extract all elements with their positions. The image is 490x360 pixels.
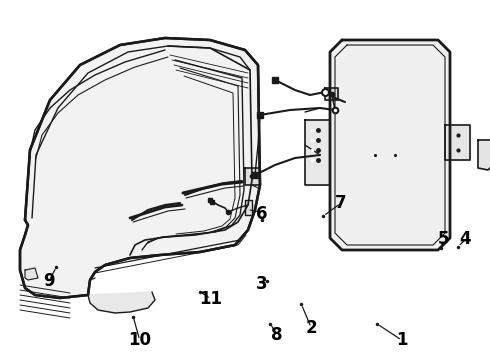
Polygon shape (445, 125, 470, 160)
Text: 10: 10 (128, 331, 151, 349)
Polygon shape (245, 200, 252, 215)
Text: 8: 8 (271, 326, 283, 344)
Polygon shape (245, 168, 260, 185)
Text: 5: 5 (438, 230, 449, 248)
Text: 9: 9 (43, 272, 55, 290)
Text: 4: 4 (460, 230, 471, 248)
Polygon shape (478, 140, 490, 170)
Polygon shape (25, 268, 38, 280)
Text: 11: 11 (199, 290, 222, 308)
Polygon shape (88, 292, 155, 313)
Text: 6: 6 (256, 205, 268, 223)
Text: 3: 3 (256, 275, 268, 293)
Polygon shape (20, 38, 260, 298)
Text: 7: 7 (335, 194, 346, 212)
Polygon shape (325, 88, 338, 100)
Text: 2: 2 (305, 319, 317, 337)
Polygon shape (330, 40, 450, 250)
Text: 1: 1 (396, 331, 408, 349)
Polygon shape (305, 120, 330, 185)
